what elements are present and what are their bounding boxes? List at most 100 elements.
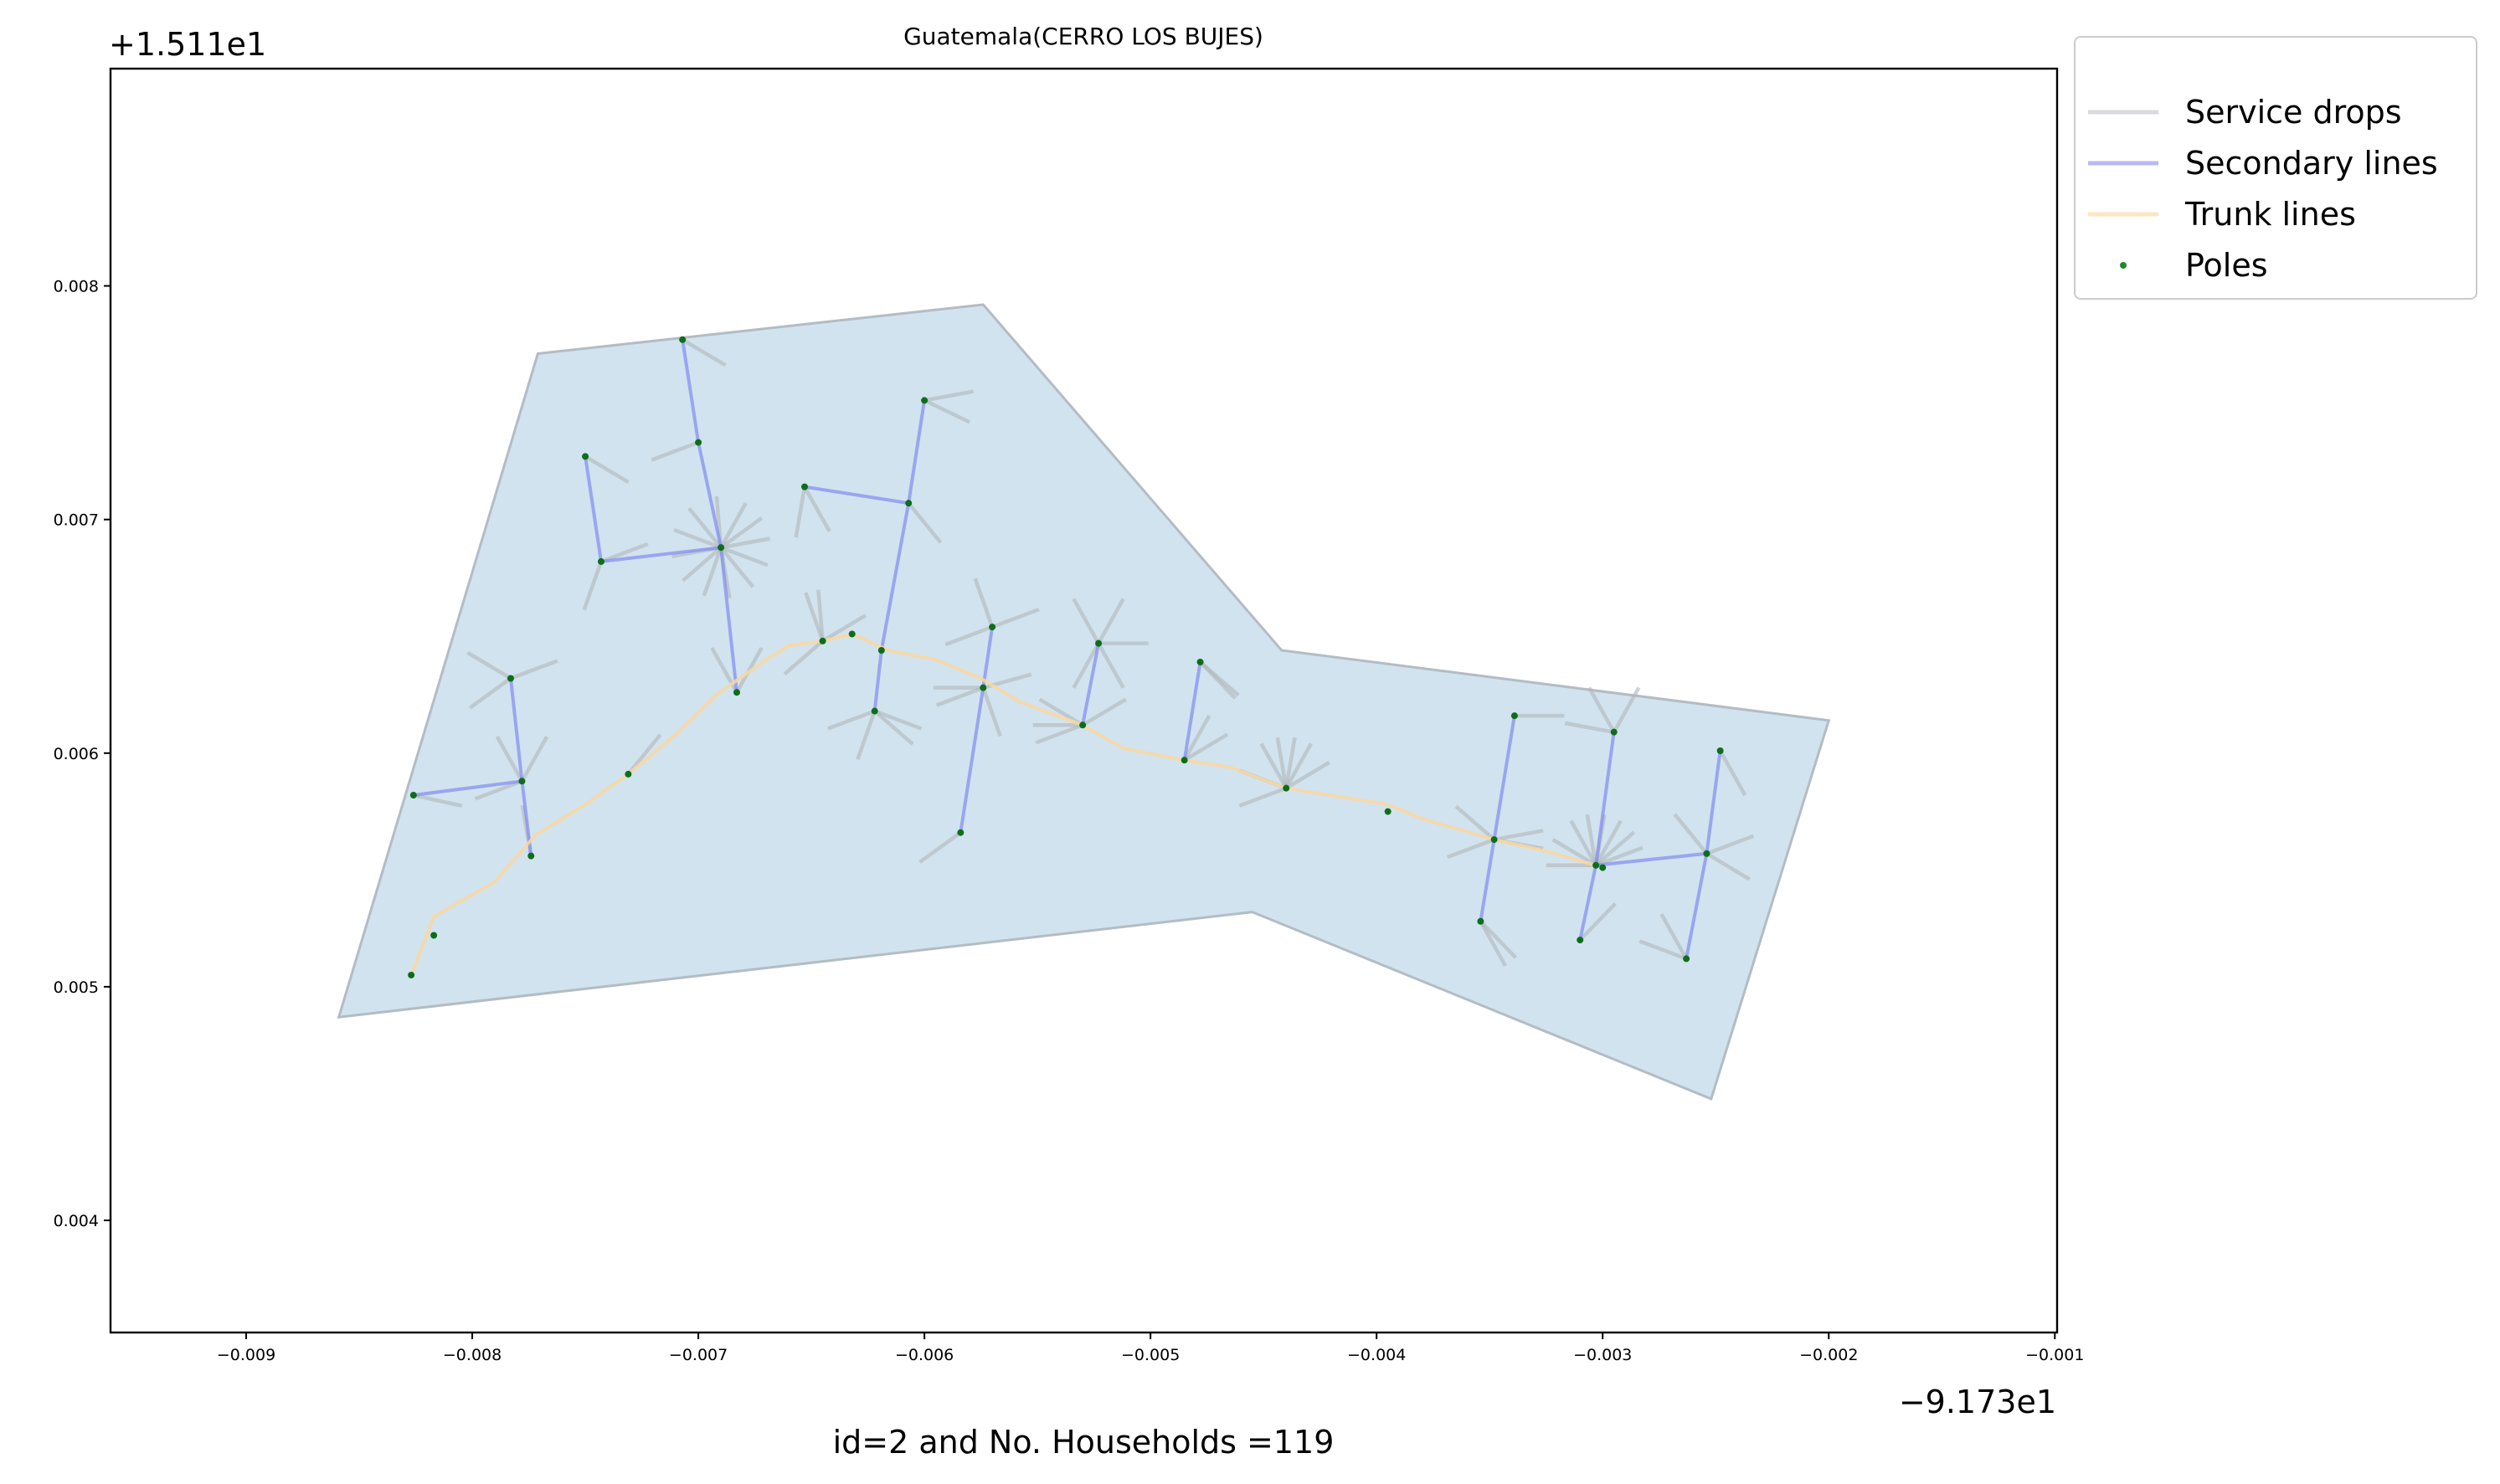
service-drop — [468, 676, 512, 710]
service-drop — [495, 736, 524, 783]
service-drop — [1594, 830, 1636, 867]
pole-marker — [905, 500, 913, 507]
service-drop — [1097, 598, 1125, 644]
service-drop — [474, 779, 523, 801]
service-drop — [794, 486, 807, 538]
service-drop — [991, 607, 1040, 629]
service-drop — [466, 650, 512, 680]
service-drop — [981, 686, 1002, 737]
pole-marker — [1283, 784, 1290, 792]
service-drop — [682, 546, 723, 583]
pole-marker — [507, 675, 514, 682]
service-drop — [935, 686, 985, 707]
pole-marker — [518, 778, 526, 785]
service-drop — [1718, 749, 1747, 797]
service-drop — [413, 793, 463, 809]
service-drop — [816, 589, 825, 642]
service-drop — [1283, 737, 1297, 789]
trunk-line — [409, 632, 1597, 976]
service-drops-layer — [413, 337, 1755, 968]
service-drop — [907, 501, 943, 544]
legend-frame — [2074, 36, 2477, 300]
x-axis-offset-label: −9.173e1 — [1899, 1384, 2056, 1420]
service-drop — [944, 624, 993, 647]
service-drop — [1564, 721, 1615, 734]
x-tick-label: −0.001 — [2025, 1346, 2084, 1364]
service-drop — [1551, 838, 1597, 867]
service-drop — [821, 614, 867, 643]
service-drop — [1673, 813, 1709, 855]
service-drop — [719, 501, 748, 549]
trunk-lines-layer — [409, 632, 1597, 976]
pole-marker — [408, 971, 415, 978]
service-drop — [1705, 851, 1752, 881]
service-drop — [923, 389, 975, 403]
y-tick-label: 0.004 — [54, 1212, 99, 1230]
pole-marker — [1095, 639, 1103, 647]
service-drop — [719, 546, 755, 588]
pole-marker — [695, 439, 702, 446]
x-axis-label: id=2 and No. Households =119 — [833, 1424, 1335, 1461]
service-drop — [1569, 819, 1598, 866]
y-axis: 0.004 0.005 0.006 0.007 0.008 — [54, 278, 111, 1230]
pole-marker — [1683, 955, 1690, 963]
service-drop — [1238, 786, 1287, 808]
chart-title: Guatemala(CERRO LOS BUJES) — [903, 23, 1263, 50]
service-drop — [651, 440, 699, 462]
service-drop — [1081, 697, 1127, 727]
pole-marker — [957, 829, 965, 836]
pole-marker — [1610, 728, 1618, 736]
service-drop — [520, 736, 549, 783]
pole-marker — [871, 707, 878, 715]
secondary-line — [600, 339, 723, 563]
service-drop — [1585, 814, 1598, 866]
service-drop — [1072, 598, 1101, 644]
service-drop — [1097, 642, 1125, 689]
pole-marker — [1599, 864, 1607, 871]
pole-marker — [980, 684, 987, 691]
secondary-line — [584, 456, 603, 562]
plot-area — [109, 67, 2059, 1334]
legend-label: Trunk lines — [2184, 196, 2356, 233]
service-drop — [1182, 714, 1211, 762]
y-axis-offset-label: +1.511e1 — [109, 26, 266, 63]
x-tick-label: −0.003 — [1573, 1346, 1632, 1364]
x-tick-label: −0.002 — [1799, 1346, 1858, 1364]
secondary-line — [1081, 643, 1101, 726]
service-drop — [1659, 913, 1689, 960]
service-drop — [1275, 737, 1289, 789]
pole-marker — [1490, 836, 1498, 844]
service-drop — [1183, 732, 1229, 763]
service-drop — [973, 578, 995, 628]
pole-marker — [1181, 757, 1188, 764]
x-tick-label: −0.008 — [443, 1346, 502, 1364]
service-drop — [1638, 939, 1687, 961]
service-drop — [804, 592, 825, 642]
legend-label: Secondary lines — [2185, 145, 2438, 182]
x-tick-label: −0.005 — [1121, 1346, 1180, 1364]
x-tick-label: −0.004 — [1347, 1346, 1406, 1364]
service-drop — [1479, 920, 1518, 959]
y-tick-label: 0.005 — [54, 978, 99, 997]
service-drop — [827, 709, 876, 731]
service-drop — [719, 516, 764, 550]
service-drop — [582, 561, 604, 611]
service-drop — [1072, 642, 1101, 689]
pole-marker — [1592, 861, 1600, 869]
pole-marker — [1577, 937, 1584, 944]
area-polygon-layer — [337, 303, 1831, 1101]
secondary-line — [509, 678, 524, 782]
legend-label: Poles — [2185, 247, 2268, 284]
service-drop — [1035, 723, 1083, 745]
service-drop — [1595, 845, 1644, 867]
pole-marker — [1384, 808, 1391, 815]
service-drop — [918, 830, 962, 864]
service-drop — [1705, 834, 1755, 855]
service-drop — [682, 337, 727, 367]
secondary-line — [1685, 853, 1709, 959]
service-drop — [856, 710, 877, 761]
pole-marker — [1510, 712, 1518, 720]
service-drop — [600, 542, 649, 564]
y-tick-label: 0.007 — [54, 511, 99, 530]
poles-layer — [408, 336, 1724, 978]
